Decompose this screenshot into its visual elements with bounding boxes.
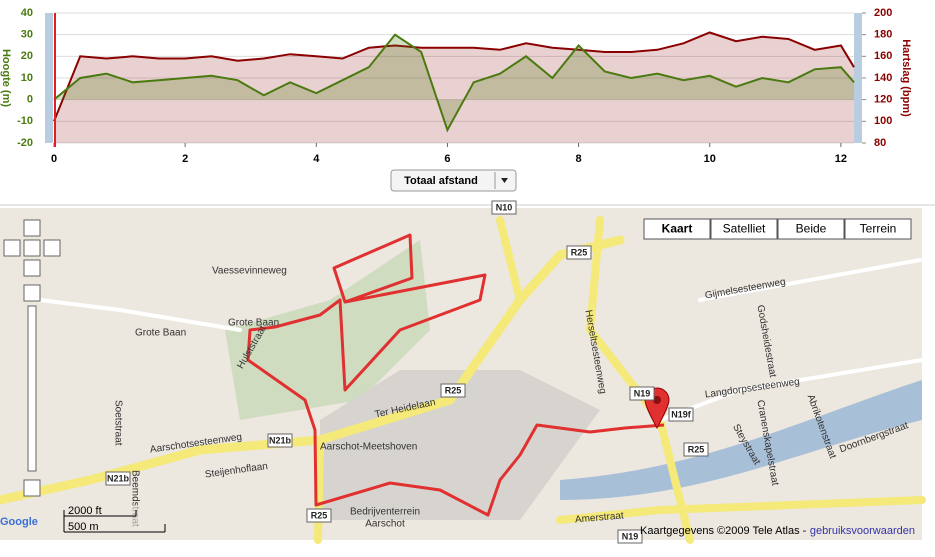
map: Kaart Satelliet Beide Terrein Vaessevinnewe…: [0, 200, 926, 544]
map-type-label: Beide: [796, 222, 827, 236]
y-tick-label: 40: [21, 7, 33, 19]
scale-bg: [0, 505, 160, 540]
map-type-label: Kaart: [662, 222, 693, 236]
y-tick-label: 20: [21, 50, 33, 62]
pan-down[interactable]: [23, 259, 41, 277]
map-type-button[interactable]: [844, 218, 912, 240]
x-tick-label: 6: [444, 153, 450, 165]
dropdown-label: Totaal afstand: [404, 175, 478, 187]
y2-tick-label: 180: [874, 29, 892, 41]
x-tick-label: 2: [182, 153, 188, 165]
right-strip: [854, 13, 862, 143]
y2-axis-label: Hartslag (bpm): [900, 39, 912, 117]
y2-tick-label: 120: [874, 94, 892, 106]
road-shield-label: R25: [688, 444, 705, 454]
road-shield: [629, 386, 655, 401]
road-shield-label: N19: [634, 388, 651, 398]
scale-label: 500 m: [68, 521, 99, 533]
forest: [225, 240, 430, 420]
y2-tick-label: 100: [874, 115, 892, 127]
road: [314, 216, 926, 544]
road-shield-label: R25: [571, 247, 588, 257]
dropdown-arrow: [501, 178, 508, 183]
zoom-slider[interactable]: [27, 305, 37, 472]
road-shield-label: R25: [445, 385, 462, 395]
left-strip: [45, 13, 53, 143]
street-label: Vaessevinneweg: [212, 266, 287, 277]
zoom-out[interactable]: [23, 479, 41, 497]
street-label: Grote Baan: [228, 318, 279, 329]
y2-tick-label: 80: [874, 137, 886, 149]
area-label: Bedrijventerrein: [350, 507, 420, 518]
road-shield-label: N10: [496, 202, 513, 212]
y2-tick-label: 200: [874, 7, 892, 19]
y-tick-label: 10: [21, 72, 33, 84]
pan-center[interactable]: [23, 239, 41, 257]
terms-link[interactable]: gebruiksvoorwaarden: [810, 525, 915, 537]
x-tick-label: 8: [576, 153, 582, 165]
scale-label: 2000 ft: [68, 505, 102, 517]
area-fill: [54, 34, 854, 131]
route: [246, 233, 665, 517]
nav-controls[interactable]: [3, 219, 61, 497]
map-type-label: Satelliet: [723, 222, 766, 236]
road-shield-label: N19: [622, 531, 639, 541]
street-label: Beemdstraat: [129, 470, 140, 527]
pan-up[interactable]: [23, 219, 41, 237]
y-tick-label: 30: [21, 29, 33, 41]
map-type-label: Terrein: [860, 222, 897, 236]
scale-bar: [63, 510, 166, 533]
y2-tick-label: 160: [874, 50, 892, 62]
series-line: [53, 31, 855, 122]
road-shield: [105, 471, 131, 486]
road-shield: [440, 383, 466, 398]
map-type-button[interactable]: [777, 218, 845, 240]
road-shield-label: N19f: [671, 409, 692, 419]
series-line: [53, 33, 855, 133]
road-shield: [306, 508, 332, 523]
logo: Google: [0, 516, 38, 528]
road-shield: [566, 245, 592, 260]
street-label: Aarschot-Meetshoven: [320, 442, 417, 453]
zoom-in[interactable]: [23, 284, 41, 302]
street-label: Soetstraat: [112, 400, 123, 446]
copyright: Kaartgegevens ©2009 Tele Atlas -: [640, 525, 807, 537]
area-label: Aarschot: [365, 519, 405, 530]
chart: Hoogte (m) Hartslag (bpm) Totaal afstand…: [0, 7, 912, 192]
marker-dot: [653, 396, 661, 404]
road-shield-label: N21b: [269, 435, 292, 445]
street-label: Amerstraat: [575, 510, 625, 525]
x-tick-label: 0: [51, 153, 57, 165]
road-shield: [683, 442, 709, 457]
river: [560, 380, 922, 500]
y-tick-label: -10: [17, 115, 33, 127]
y2-tick-label: 140: [874, 72, 892, 84]
y-tick-label: 0: [27, 94, 33, 106]
map-type-button[interactable]: [643, 218, 711, 240]
road-shield-label: R25: [311, 510, 328, 520]
pan-right[interactable]: [43, 239, 61, 257]
street-label: Grote Baan: [135, 328, 186, 339]
distance-dropdown[interactable]: [390, 169, 517, 192]
road-shield: [267, 433, 293, 448]
map-type-button[interactable]: [710, 218, 778, 240]
road-shield-label: N21b: [107, 473, 130, 483]
road-shield: [491, 200, 517, 215]
y-axis-label: Hoogte (m): [0, 49, 12, 107]
x-tick-label: 12: [835, 153, 847, 165]
pan-left[interactable]: [3, 239, 21, 257]
y-tick-label: -20: [17, 137, 33, 149]
x-tick-label: 10: [704, 153, 716, 165]
road-shield: [617, 529, 643, 544]
road-shield: [668, 407, 694, 422]
x-tick-label: 4: [313, 153, 320, 165]
